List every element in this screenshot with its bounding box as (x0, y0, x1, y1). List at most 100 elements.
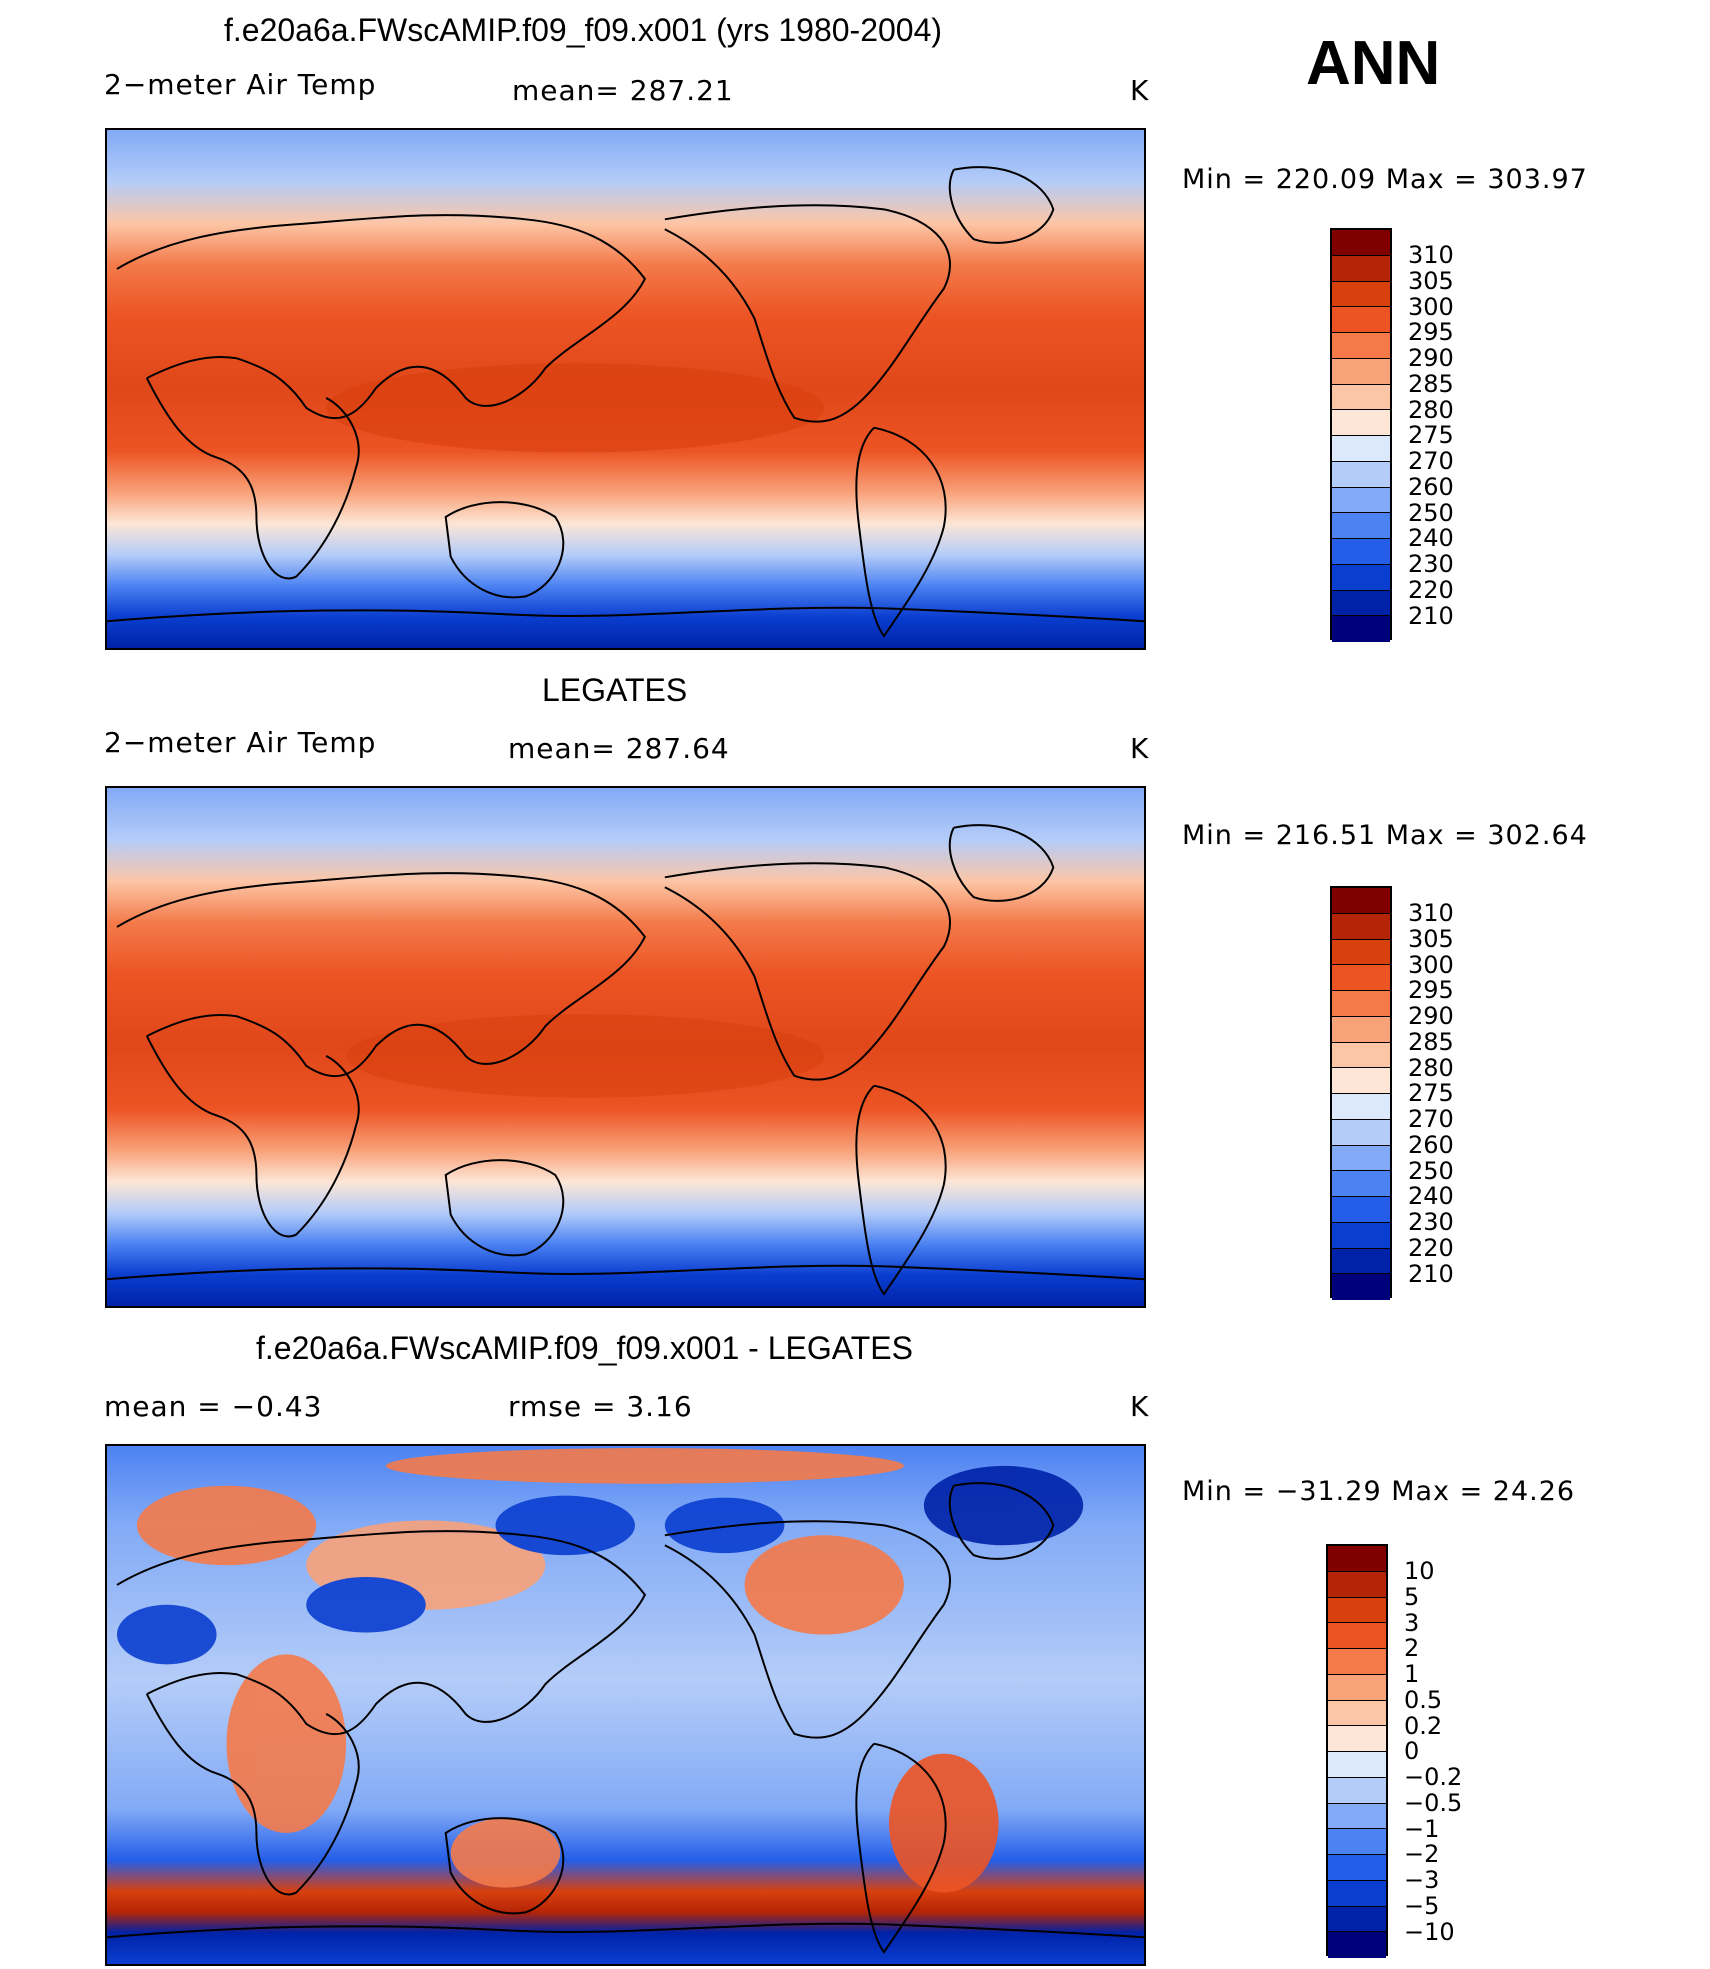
panel-title-diff: f.e20a6a.FWscAMIP.f09_f09.x001 - LEGATES (256, 1330, 913, 1366)
colorbar-tick-label: 5 (1404, 1582, 1420, 1611)
colorbar-tick-label: 305 (1408, 924, 1454, 953)
colorbar-cell (1328, 1546, 1386, 1572)
colorbar-tick-label: 230 (1408, 550, 1454, 578)
colorbar-tick-label: −10 (1404, 1917, 1455, 1946)
colorbar-cell (1332, 991, 1390, 1017)
colorbar-tick-label: 260 (1408, 1130, 1454, 1159)
colorbar-cell (1332, 333, 1390, 359)
colorbar-cell (1328, 1571, 1386, 1598)
colorbar-tick-label: 3 (1404, 1608, 1420, 1637)
colorbar-cell (1332, 616, 1390, 642)
colorbar-tick-label: 310 (1408, 241, 1454, 269)
colorbar-tick-label: 10 (1404, 1557, 1435, 1585)
colorbar-tick-label: 210 (1408, 601, 1454, 630)
colorbar-tick-label: 275 (1408, 1079, 1454, 1108)
colorbar-tick-label: 290 (1408, 344, 1454, 372)
colorbar-tick-label: −5 (1404, 1891, 1440, 1920)
colorbar-tick-label: 0.2 (1404, 1711, 1443, 1740)
variable-label-model: 2−meter Air Temp (104, 68, 377, 101)
colorbar-tick-label: 2 (1404, 1634, 1420, 1663)
colorbar-cell (1328, 1726, 1386, 1752)
colorbar-tick-label: 305 (1408, 266, 1454, 295)
colorbar-tick-label: 295 (1408, 318, 1454, 347)
colorbar-cell (1332, 461, 1390, 488)
colorbar-tick-label: 285 (1408, 369, 1454, 398)
colorbar-tick-label: 0.5 (1404, 1685, 1443, 1714)
minmax-text-obs: Min = 216.51 Max = 302.64 (1182, 820, 1588, 851)
colorbar-tick-label: 285 (1408, 1027, 1454, 1056)
panel-title-model: f.e20a6a.FWscAMIP.f09_f09.x001 (yrs 1980… (224, 12, 943, 48)
colorbar-cell (1332, 358, 1390, 385)
colorbar-model (1330, 228, 1392, 642)
mean-value-obs: mean= 287.64 (508, 732, 730, 765)
colorbar-cell (1328, 1906, 1386, 1933)
colorbar-cell (1332, 307, 1390, 333)
colorbar-cell (1328, 1880, 1386, 1907)
colorbar-tick-label: 230 (1408, 1208, 1454, 1236)
colorbar-cell (1332, 1119, 1390, 1146)
colorbar-cell (1328, 1649, 1386, 1675)
colorbar-tick-label: 310 (1408, 899, 1454, 927)
map-panel-model (105, 128, 1146, 650)
colorbar-cell (1332, 1094, 1390, 1120)
map-panel-diff (105, 1444, 1146, 1966)
minmax-text-diff: Min = −31.29 Max = 24.26 (1182, 1476, 1576, 1507)
colorbar-cell (1332, 965, 1390, 991)
colorbar-cell (1332, 487, 1390, 514)
colorbar-tick-label: 275 (1408, 421, 1454, 450)
colorbar-cell (1328, 1597, 1386, 1624)
colorbar-cell (1332, 913, 1390, 940)
colorbar-cell (1332, 410, 1390, 436)
mean-value-diff: mean = −0.43 (104, 1390, 323, 1423)
units-label-model: K (1130, 74, 1150, 107)
colorbar-cell (1332, 590, 1390, 617)
colorbar-cell (1332, 1274, 1390, 1300)
colorbar-cell (1332, 1222, 1390, 1249)
colorbar-cell (1332, 539, 1390, 565)
colorbar-cell (1328, 1932, 1386, 1958)
colorbar-cell (1328, 1674, 1386, 1701)
colorbar-cell (1332, 1145, 1390, 1172)
temperature-map-obs (107, 788, 1144, 1306)
colorbar-tick-label: 250 (1408, 1156, 1454, 1185)
colorbar-tick-label: 300 (1408, 292, 1454, 321)
colorbar-tick-label: 260 (1408, 472, 1454, 501)
colorbar-cell (1332, 564, 1390, 591)
colorbar-cell (1332, 255, 1390, 282)
colorbar-cell (1332, 230, 1390, 256)
colorbar-cell (1332, 384, 1390, 411)
colorbar-tick-label: −3 (1404, 1866, 1440, 1894)
colorbar-tick-label: 240 (1408, 524, 1454, 553)
colorbar-tick-label: 270 (1408, 1105, 1454, 1133)
colorbar-cell (1332, 888, 1390, 914)
colorbar-cell (1328, 1855, 1386, 1881)
colorbar-cell (1332, 1016, 1390, 1043)
season-label: ANN (1306, 29, 1441, 98)
colorbar-cell (1328, 1623, 1386, 1649)
colorbar-tick-label: 280 (1408, 395, 1454, 424)
colorbar-tick-label: 210 (1408, 1259, 1454, 1288)
panel-title-obs: LEGATES (542, 672, 688, 708)
colorbar-cell (1332, 1248, 1390, 1275)
colorbar-tick-label: −1 (1404, 1814, 1440, 1843)
colorbar-cell (1328, 1829, 1386, 1855)
colorbar-cell (1332, 1068, 1390, 1094)
colorbar-tick-label: −2 (1404, 1840, 1440, 1869)
colorbar-cell (1332, 939, 1390, 966)
colorbar-cell (1332, 1197, 1390, 1223)
colorbar-tick-label: 1 (1404, 1660, 1420, 1688)
colorbar-tick-label: 300 (1408, 950, 1454, 979)
colorbar-tick-label: 220 (1408, 575, 1454, 604)
units-label-obs: K (1130, 732, 1150, 765)
colorbar-cell (1328, 1803, 1386, 1830)
mean-value-model: mean= 287.21 (512, 74, 734, 107)
colorbar-cell (1332, 513, 1390, 539)
difference-map (107, 1446, 1144, 1964)
colorbar-tick-label: 290 (1408, 1002, 1454, 1030)
colorbar-tick-label: 250 (1408, 498, 1454, 527)
colorbar-tick-label: −0.2 (1404, 1763, 1463, 1791)
colorbar-obs (1330, 886, 1392, 1300)
colorbar-diff (1326, 1544, 1388, 1958)
colorbar-cell (1328, 1752, 1386, 1778)
colorbar-cell (1332, 1042, 1390, 1069)
